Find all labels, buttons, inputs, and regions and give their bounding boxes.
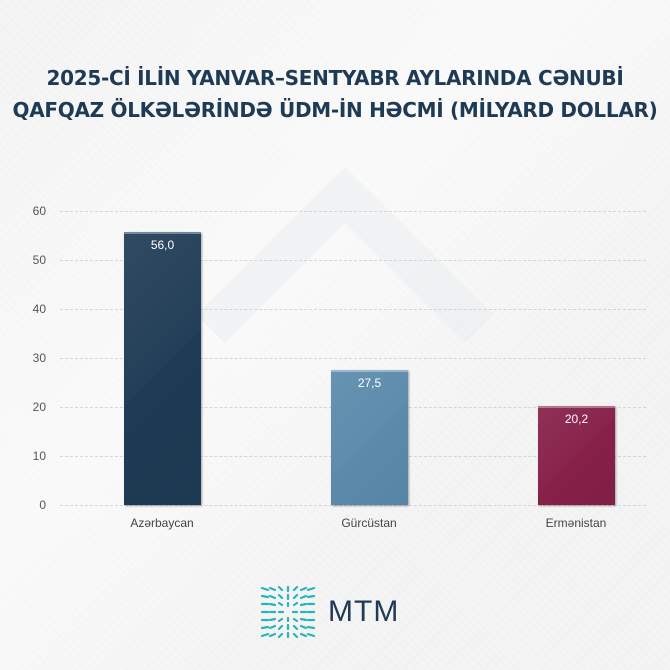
- gridline-0: [60, 505, 646, 506]
- bar-value-label: 56,0: [150, 238, 175, 252]
- mtm-logo-text: MTM: [328, 595, 400, 628]
- bar-value-label: 27,5: [357, 376, 382, 390]
- mtm-logo-mark-icon: [260, 585, 316, 639]
- chart-title: 2025-Cİ İLİN YANVAR–SENTYABR AYLARINDA C…: [0, 62, 670, 126]
- mtm-logo: MTM: [260, 584, 399, 640]
- gridline-50: [60, 260, 646, 261]
- y-tick-label: 30: [32, 351, 46, 365]
- y-tick-label: 10: [32, 449, 46, 463]
- x-tick-label-georgia: Gürcüstan: [341, 516, 397, 530]
- y-tick-label: 20: [32, 400, 46, 414]
- y-tick-label: 0: [39, 498, 46, 512]
- bar-value-label: 20,2: [564, 412, 589, 426]
- bar-armenia: 20,2: [538, 406, 615, 505]
- gridline-30: [60, 358, 646, 359]
- y-tick-label: 50: [32, 253, 46, 267]
- gridline-60: [60, 211, 646, 212]
- chart-title-line-2: QAFQAZ ÖLKƏLƏRİNDƏ ÜDM-İN HƏCMİ (MİLYARD…: [12, 98, 658, 122]
- x-tick-label-azerbaijan: Azərbaycan: [130, 516, 194, 530]
- y-tick-label: 60: [32, 204, 46, 218]
- y-tick-label: 40: [32, 302, 46, 316]
- chart-title-line-1: 2025-Cİ İLİN YANVAR–SENTYABR AYLARINDA C…: [46, 66, 624, 90]
- bar-azerbaijan: 56,0: [124, 232, 201, 505]
- bar-georgia: 27,5: [331, 370, 408, 505]
- x-tick-label-armenia: Ermənistan: [545, 516, 607, 530]
- gridline-40: [60, 309, 646, 310]
